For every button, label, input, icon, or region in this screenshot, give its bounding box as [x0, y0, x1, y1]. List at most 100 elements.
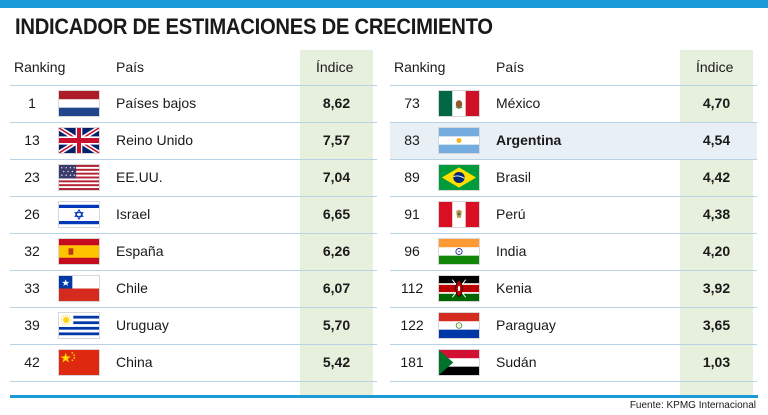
brazil-flag-icon — [438, 164, 480, 191]
ranking-table-left: Ranking País Índice 1 Países bajos 8,62 13 R… — [10, 50, 377, 397]
row-divider — [390, 122, 757, 123]
row-divider — [10, 122, 377, 123]
row-divider — [390, 381, 757, 382]
rank-cell: 1 — [28, 95, 36, 111]
bottom-accent-bar — [10, 395, 758, 398]
table-header: Ranking País Índice — [390, 50, 757, 85]
index-cell: 3,92 — [702, 280, 731, 296]
index-column-background — [300, 50, 373, 397]
table-row: 33 Chile 6,07 — [10, 270, 377, 307]
index-cell: 7,04 — [322, 169, 351, 185]
row-divider — [10, 344, 377, 345]
country-cell: China — [116, 354, 153, 370]
table-row: 91 Perú 4,38 — [390, 196, 757, 233]
rank-cell: 91 — [404, 206, 420, 222]
mexico-flag-icon — [438, 90, 480, 117]
table-row: 13 Reino Unido 7,57 — [10, 122, 377, 159]
row-divider — [390, 196, 757, 197]
argentina-flag-icon — [438, 127, 480, 154]
country-cell: Paraguay — [496, 317, 556, 333]
row-divider — [10, 85, 377, 86]
table-row: 89 Brasil 4,42 — [390, 159, 757, 196]
table-rows-left: 1 Países bajos 8,62 13 Reino Unido 7,57 23 EE.U… — [10, 85, 377, 381]
rank-cell: 122 — [400, 317, 424, 333]
header-country: País — [116, 59, 145, 75]
country-cell: Argentina — [496, 132, 562, 148]
rank-cell: 13 — [24, 132, 40, 148]
table-rows-right: 73 México 4,70 83 Argentina 4,54 89 Brasil 4,42 9… — [390, 85, 757, 381]
index-cell: 6,07 — [322, 280, 351, 296]
header-index: Índice — [316, 59, 354, 75]
chile-flag-icon — [58, 275, 100, 302]
table-row: 83 Argentina 4,54 — [390, 122, 757, 159]
table-row: 26 Israel 6,65 — [10, 196, 377, 233]
table-row: 112 Kenia 3,92 — [390, 270, 757, 307]
page-title: INDICADOR DE ESTIMACIONES DE CRECIMIENTO — [15, 14, 493, 39]
uk-flag-icon — [58, 127, 100, 154]
rank-cell: 42 — [24, 354, 40, 370]
table-row: 96 India 4,20 — [390, 233, 757, 270]
spain-flag-icon — [58, 238, 100, 265]
uruguay-flag-icon — [58, 312, 100, 339]
netherlands-flag-icon — [58, 90, 100, 117]
country-cell: España — [116, 243, 164, 259]
india-flag-icon — [438, 238, 480, 265]
header-index: Índice — [696, 59, 734, 75]
country-cell: Chile — [116, 280, 148, 296]
index-cell: 5,70 — [322, 317, 351, 333]
country-cell: Uruguay — [116, 317, 169, 333]
rank-cell: 33 — [24, 280, 40, 296]
table-row: 32 España 6,26 — [10, 233, 377, 270]
country-cell: Países bajos — [116, 95, 197, 111]
index-cell: 4,20 — [702, 243, 731, 259]
source-note: Fuente: KPMG Internacional — [629, 400, 756, 411]
index-cell: 6,65 — [322, 206, 351, 222]
index-cell: 5,42 — [322, 354, 351, 370]
row-divider — [390, 307, 757, 308]
rank-cell: 32 — [24, 243, 40, 259]
country-cell: Kenia — [496, 280, 532, 296]
row-divider — [10, 381, 377, 382]
index-cell: 4,42 — [702, 169, 731, 185]
index-cell: 3,65 — [702, 317, 731, 333]
usa-flag-icon — [58, 164, 100, 191]
rank-cell: 96 — [404, 243, 420, 259]
row-divider — [10, 233, 377, 234]
index-cell: 8,62 — [322, 95, 351, 111]
row-divider — [390, 344, 757, 345]
header-country: País — [496, 59, 525, 75]
header-ranking: Ranking — [14, 59, 66, 75]
country-cell: Israel — [116, 206, 151, 222]
table-row: 39 Uruguay 5,70 — [10, 307, 377, 344]
top-accent-bar — [0, 0, 768, 8]
rank-cell: 83 — [404, 132, 420, 148]
table-row: 23 EE.UU. 7,04 — [10, 159, 377, 196]
country-cell: México — [496, 95, 541, 111]
index-cell: 4,54 — [702, 132, 731, 148]
israel-flag-icon — [58, 201, 100, 228]
rank-cell: 73 — [404, 95, 420, 111]
rank-cell: 39 — [24, 317, 40, 333]
row-divider — [10, 159, 377, 160]
kenya-flag-icon — [438, 275, 480, 302]
rank-cell: 112 — [400, 280, 424, 296]
row-divider — [390, 159, 757, 160]
country-cell: Reino Unido — [116, 132, 194, 148]
peru-flag-icon — [438, 201, 480, 228]
index-column-background — [680, 50, 753, 397]
header-ranking: Ranking — [394, 59, 446, 75]
table-row: 122 Paraguay 3,65 — [390, 307, 757, 344]
table-header: Ranking País Índice — [10, 50, 377, 85]
index-cell: 4,38 — [702, 206, 731, 222]
table-row: 42 China 5,42 — [10, 344, 377, 381]
row-divider — [10, 196, 377, 197]
rank-cell: 23 — [24, 169, 40, 185]
row-divider — [390, 270, 757, 271]
ranking-table-right: Ranking País Índice 73 México 4,70 83 Argent… — [390, 50, 757, 397]
country-cell: Perú — [496, 206, 526, 222]
row-divider — [390, 233, 757, 234]
rank-cell: 181 — [400, 354, 424, 370]
sudan-flag-icon — [438, 349, 480, 376]
row-divider — [390, 85, 757, 86]
index-cell: 4,70 — [702, 95, 731, 111]
